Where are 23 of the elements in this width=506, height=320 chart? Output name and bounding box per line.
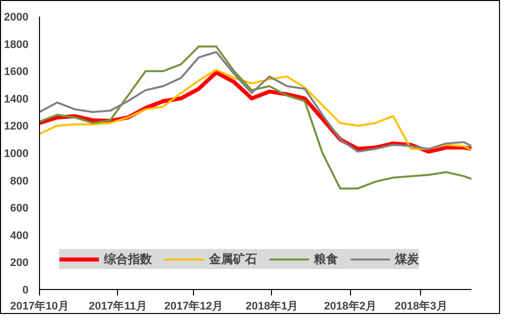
x-tick-label: 2018年3月 <box>394 300 448 312</box>
y-tick-label: 1400 <box>4 93 29 106</box>
x-tick-label: 2017年10月 <box>10 300 69 312</box>
y-tick-label: 800 <box>10 175 29 188</box>
legend-label: 粮食 <box>314 250 338 268</box>
legend-label: 煤炭 <box>395 250 419 268</box>
legend-label: 金属矿石 <box>209 250 257 268</box>
x-tick-label: 2018年2月 <box>324 300 377 312</box>
legend-label: 综合指数 <box>104 250 152 268</box>
y-tick-label: 200 <box>10 257 29 270</box>
y-tick-label: 1800 <box>4 38 29 51</box>
x-tick-label: 2017年11月 <box>88 300 147 312</box>
line-series <box>40 46 472 190</box>
y-tick-label: 0 <box>22 284 29 296</box>
y-tick-label: 1000 <box>4 148 29 160</box>
y-tick-label: 2000 <box>4 12 29 24</box>
x-tick-label: 2017年12月 <box>164 300 223 312</box>
x-tick-label: 2018年1月 <box>246 300 298 312</box>
y-tick-label: 1600 <box>4 66 29 78</box>
y-tick-label: 400 <box>10 230 29 242</box>
y-tick-label: 600 <box>10 202 29 215</box>
line-series <box>40 50 472 153</box>
y-tick-label: 1200 <box>4 120 29 133</box>
